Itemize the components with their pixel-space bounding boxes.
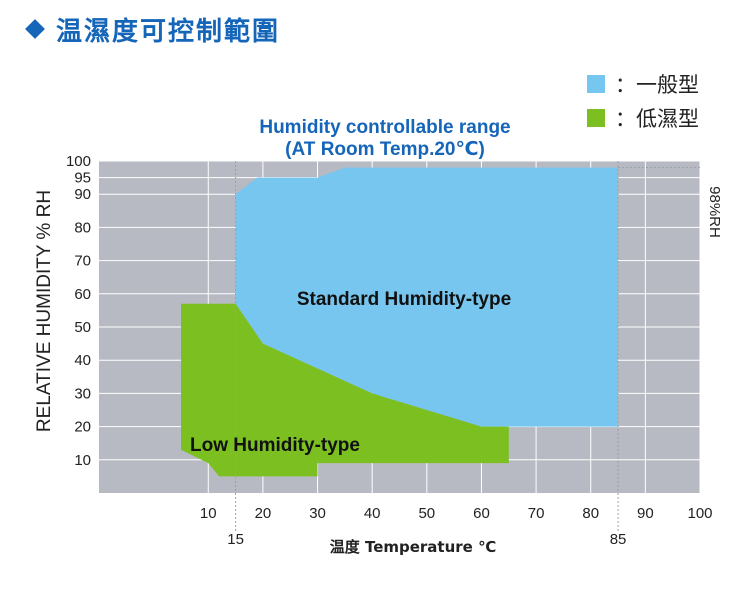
legend-swatch-low xyxy=(587,109,605,127)
y-tick-60: 60 xyxy=(74,286,91,303)
page-title-text: 温濕度可控制範圍 xyxy=(56,16,281,47)
series-label-low: Low Humidity-type xyxy=(190,435,360,456)
y-tick-80: 80 xyxy=(74,219,91,236)
area-low xyxy=(181,303,509,477)
x-tick-30: 30 xyxy=(309,505,326,522)
legend-swatch-standard xyxy=(587,75,605,93)
y-tick-100: 100 xyxy=(66,153,91,170)
x-tick-50: 50 xyxy=(418,505,435,522)
legend-label-low: ：低濕型 xyxy=(615,107,699,131)
legend-item-low: ：低濕型 xyxy=(587,106,699,131)
x-tick-20: 20 xyxy=(255,505,272,522)
y-tick-70: 70 xyxy=(74,253,91,270)
x-tick-90: 90 xyxy=(637,505,654,522)
x-tick-100: 100 xyxy=(687,505,712,522)
series-label-standard: Standard Humidity-type xyxy=(297,289,511,310)
guide-lines xyxy=(235,161,700,532)
y-axis-label: RELATIVE HUMIDITY % RH xyxy=(34,190,55,432)
area-standard xyxy=(235,167,618,427)
y-tick-30: 30 xyxy=(74,385,91,402)
x-axis-label: 温度 Temperature ℃ xyxy=(330,538,497,556)
series-areas xyxy=(181,167,618,477)
y-tick-10: 10 xyxy=(74,452,91,469)
y-tick-40: 40 xyxy=(74,352,91,369)
chart-subtitle: (AT Room Temp.20℃) xyxy=(285,139,485,160)
legend: ：一般型 ：低濕型 xyxy=(587,72,699,140)
x-tick-80: 80 xyxy=(582,505,599,522)
chart-title: Humidity controllable range xyxy=(259,117,510,138)
y-tick-95: 95 xyxy=(74,170,91,187)
x-tick-40: 40 xyxy=(364,505,381,522)
legend-item-standard: ：一般型 xyxy=(587,72,699,97)
x-tick-15: 15 xyxy=(227,531,244,548)
x-tick-70: 70 xyxy=(528,505,545,522)
y-tick-90: 90 xyxy=(74,186,91,203)
x-tick-60: 60 xyxy=(473,505,490,522)
x-tick-10: 10 xyxy=(200,505,217,522)
legend-label-standard: ：一般型 xyxy=(615,73,699,97)
right-axis-label-98rh: 98%RH xyxy=(706,186,723,238)
page-title: 温濕度可控制範圍 xyxy=(22,12,281,47)
tick-labels: 10 20 30 40 50 60 70 80 90 100 15 85 10 20 30 40 50 60 70 8… xyxy=(66,153,713,548)
y-tick-50: 50 xyxy=(74,319,91,336)
x-tick-85: 85 xyxy=(610,531,627,548)
y-tick-20: 20 xyxy=(74,419,91,436)
